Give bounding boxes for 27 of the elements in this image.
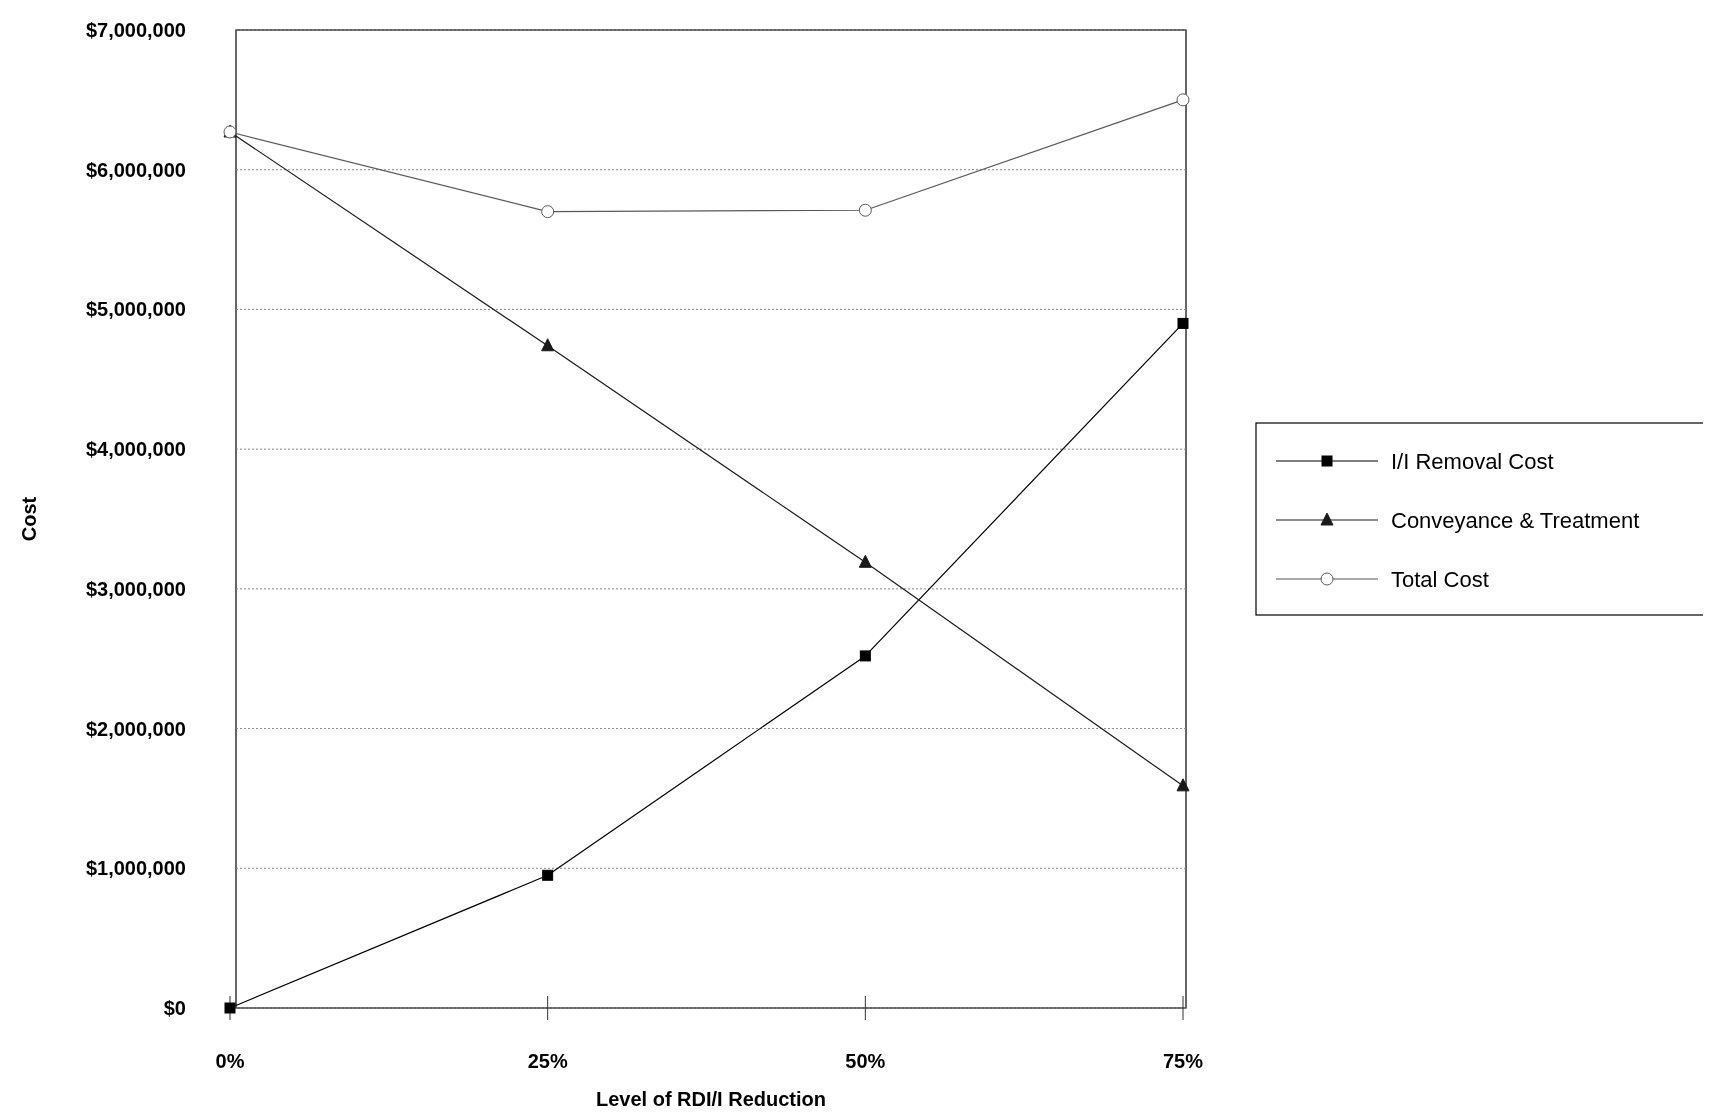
x-tick-label: 75% xyxy=(1162,1050,1204,1072)
y-tick-label: $6,000,000 xyxy=(85,158,186,181)
x-tick-label: 0% xyxy=(215,1050,245,1072)
point xyxy=(858,203,872,217)
point xyxy=(1176,778,1190,792)
y-tick-label: $7,000,000 xyxy=(85,19,186,41)
legend-label: Conveyance & Treatment xyxy=(1391,507,1640,533)
point xyxy=(858,554,872,568)
point xyxy=(859,650,871,662)
y-tick-label: $0 xyxy=(163,997,186,1019)
x-axis-title: Level of RDI/I Reduction xyxy=(595,1088,827,1110)
y-tick-label: $1,000,000 xyxy=(85,857,186,880)
point xyxy=(542,869,554,881)
x-tick-label: 25% xyxy=(527,1050,568,1072)
y-tick-label: $5,000,000 xyxy=(85,298,186,321)
point xyxy=(541,205,555,219)
legend-label: I/I Removal Cost xyxy=(1391,448,1554,474)
y-tick-label: $2,000,000 xyxy=(85,717,186,740)
x-tick-label: 50% xyxy=(845,1050,886,1072)
point xyxy=(1176,93,1190,107)
point xyxy=(1177,317,1189,329)
y-tick-label: $3,000,000 xyxy=(85,577,186,600)
y-tick-label: $4,000,000 xyxy=(85,438,186,461)
point xyxy=(541,338,555,352)
y-axis-title: Cost xyxy=(18,496,40,542)
legend-label: Total Cost xyxy=(1391,566,1489,592)
point xyxy=(224,1002,236,1014)
